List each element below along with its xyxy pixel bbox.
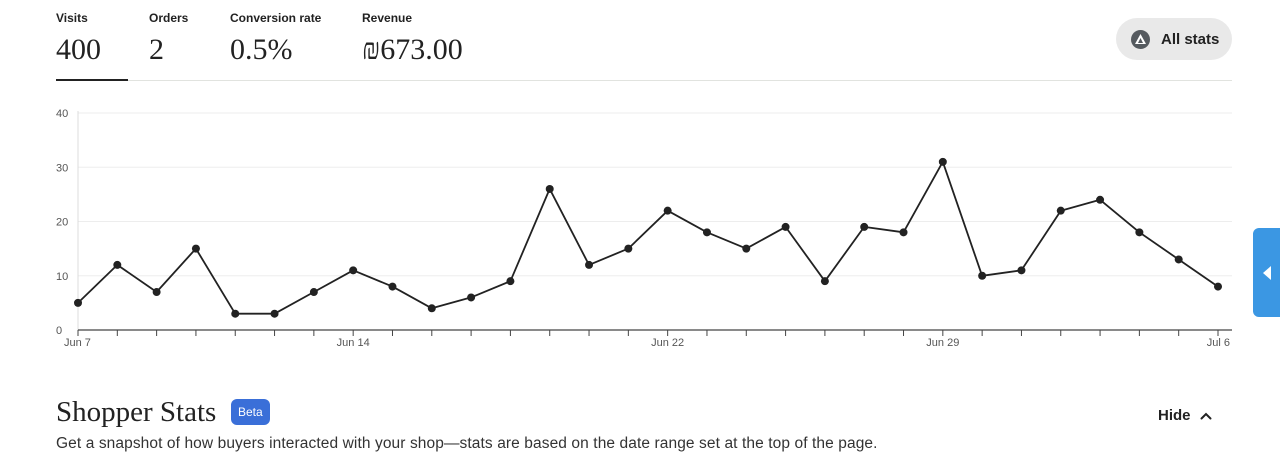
metric-revenue[interactable]: Revenue ₪673.00	[362, 0, 482, 80]
shopper-stats-description: Get a snapshot of how buyers interacted …	[56, 435, 878, 452]
data-point[interactable]	[1135, 228, 1144, 237]
data-point[interactable]	[978, 271, 987, 280]
metric-label: Revenue	[362, 11, 413, 25]
chevron-up-icon	[1200, 412, 1212, 419]
caret-left-icon	[1262, 265, 1271, 280]
data-point[interactable]	[545, 184, 554, 193]
metric-label: Orders	[149, 11, 189, 25]
data-point[interactable]	[467, 293, 476, 302]
metric-label: Visits	[56, 11, 88, 25]
data-point[interactable]	[899, 228, 908, 237]
data-point[interactable]	[388, 282, 397, 291]
data-point[interactable]	[624, 244, 633, 253]
data-point[interactable]	[938, 157, 947, 166]
data-point[interactable]	[309, 288, 318, 297]
all-stats-button[interactable]: All stats	[1116, 18, 1232, 60]
data-point[interactable]	[585, 260, 594, 269]
data-point[interactable]	[427, 304, 436, 313]
metric-value: 400	[56, 33, 101, 66]
data-point[interactable]	[231, 309, 240, 318]
data-point[interactable]	[349, 266, 358, 275]
hide-label: Hide	[1158, 407, 1191, 424]
metric-value: 2	[149, 33, 164, 66]
metric-value: ₪673.00	[362, 33, 463, 66]
data-point[interactable]	[860, 222, 869, 231]
etsy-seller-icon	[1131, 29, 1150, 49]
y-tick-label: 20	[56, 217, 68, 229]
all-stats-label: All stats	[1161, 30, 1220, 48]
data-point[interactable]	[702, 228, 711, 237]
x-tick-label: Jun 7	[64, 337, 91, 349]
y-tick-label: 0	[56, 325, 62, 337]
shopper-stats-title: Shopper Stats	[56, 396, 217, 428]
x-tick-label: Jun 14	[337, 337, 370, 349]
visits-line-chart: 0 10 20 30 40 Jun 7 Jun 14 Jun 22 Jun 29 Jul 6	[56, 108, 1232, 349]
x-tick-label: Jul 6	[1207, 337, 1230, 349]
data-point[interactable]	[1017, 266, 1026, 275]
data-point[interactable]	[270, 309, 279, 318]
data-point[interactable]	[663, 206, 672, 215]
data-point[interactable]	[113, 260, 122, 269]
data-point[interactable]	[152, 288, 161, 297]
data-point[interactable]	[820, 277, 829, 286]
beta-badge: Beta	[231, 399, 270, 425]
data-point[interactable]	[742, 244, 751, 253]
data-point[interactable]	[1174, 255, 1183, 264]
data-point[interactable]	[1056, 206, 1065, 215]
x-tick-label: Jun 29	[926, 337, 959, 349]
y-tick-label: 30	[56, 162, 68, 174]
visits-series-line	[77, 160, 1219, 315]
hide-button[interactable]: Hide	[1158, 407, 1212, 424]
y-tick-label: 40	[56, 108, 68, 120]
data-point[interactable]	[1096, 195, 1105, 204]
metric-conversion-rate[interactable]: Conversion rate 0.5%	[230, 0, 340, 80]
x-tick-label: Jun 22	[651, 337, 684, 349]
metric-visits[interactable]: Visits 400	[56, 0, 128, 81]
data-point[interactable]	[191, 244, 200, 253]
data-point[interactable]	[1214, 282, 1222, 291]
data-point[interactable]	[781, 222, 790, 231]
side-panel-toggle[interactable]	[1253, 228, 1280, 317]
metrics-bar: Visits 400 Orders 2 Conversion rate 0.5%…	[56, 0, 1232, 81]
data-point[interactable]	[506, 277, 515, 286]
y-tick-label: 10	[56, 271, 68, 283]
metric-orders[interactable]: Orders 2	[149, 0, 209, 80]
metric-value: 0.5%	[230, 33, 293, 66]
data-point[interactable]	[74, 298, 82, 307]
metric-label: Conversion rate	[230, 11, 322, 25]
